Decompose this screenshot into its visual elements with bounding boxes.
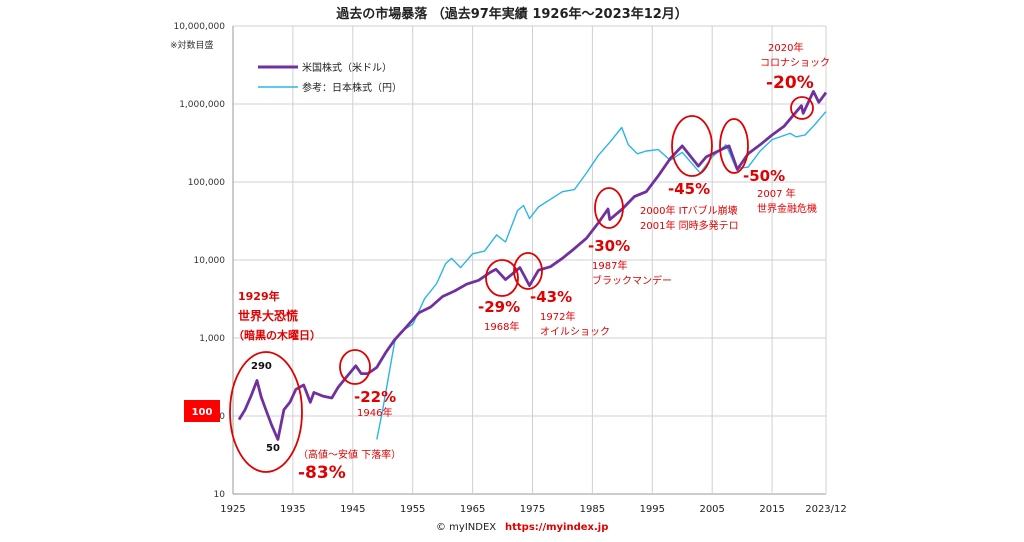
crash-annotations: 1929年 世界大恐慌 （暗黒の木曜日） 290 50 （高値～安値 下落率） … [233,41,830,483]
y-tick-label: 1,000 [199,334,225,344]
base-value-badge-label: 100 [192,407,213,418]
annotation-1987-name: ブラックマンデー [592,274,672,287]
annotation-1929-year: 1929年 [238,289,280,303]
annotation-2000-line2: 2001年 同時多発テロ [640,219,739,232]
chart-title: 過去の市場暴落 （過去97年実績 1926年～2023年12月） [335,6,688,22]
annotation-2008-year: 2007 年 [757,187,796,200]
annotation-2008-name: 世界金融危機 [757,202,817,215]
y-tick-label: 10,000 [194,256,226,266]
annotation-2000-line1: 2000年 ITバブル崩壊 [640,204,738,217]
circle-1987 [594,187,624,229]
circle-1929 [229,351,303,473]
x-tick-label: 1995 [640,504,665,515]
x-tick-label: 1975 [520,504,545,515]
x-tick-label: 1955 [400,504,425,515]
base-value-badge [184,400,220,422]
annotation-2020-drop: -20% [766,73,814,93]
x-tick-label: 1985 [580,504,605,515]
y-tick-label: 10 [214,490,226,500]
annotation-1929-drop: -83% [298,463,346,483]
annotation-1929-sub: （暗黒の木曜日） [233,328,321,342]
y-axis-tick-labels: 10 100 1,000 10,000 100,000 1,000,000 10,000,0… [173,22,225,500]
annotation-1972-name: オイルショック [540,326,610,338]
y-tick-label: 1,000,000 [179,100,225,110]
crash-highlight-circles [229,96,814,473]
annotation-2000-drop: -45% [668,180,710,198]
annotation-2020-year: 2020年 [768,41,803,54]
annotation-1932-trough: 50 [266,443,280,454]
x-tick-label: 2005 [699,504,724,515]
legend: 米国株式（米ドル） 参考：日本株式（円） [258,61,402,94]
log-scale-note: ※対数目盛 [170,39,214,51]
annotation-1972-year: 1972年 [540,310,575,323]
footer-copyright: © myINDEX [436,522,496,533]
x-tick-label: 2015 [759,504,784,515]
circle-1946 [339,349,371,385]
x-axis-tick-labels: 1925 1935 1945 1955 1965 1975 1985 1995 2005 2015… [220,504,847,515]
legend-label-us: 米国株式（米ドル） [302,61,392,74]
annotation-1968-drop: -29% [478,298,520,316]
x-tick-label: 1965 [460,504,485,515]
x-tick-label: 2023/12 [805,504,847,515]
annotation-drop-note: （高値～安値 下落率） [298,448,401,461]
annotation-1929-name: 世界大恐慌 [238,308,298,323]
annotation-1968-year: 1968年 [484,320,519,333]
circle-2008 [719,118,749,174]
annotation-1929-peak: 290 [251,361,272,372]
footer-url: https://myindex.jp [505,522,608,533]
gridlines [232,25,827,495]
legend-label-japan: 参考：日本株式（円） [302,81,402,94]
circle-1972 [513,252,543,290]
x-tick-label: 1945 [340,504,365,515]
series-line-japan-stocks [376,111,827,440]
annotation-2008-drop: -50% [743,167,785,185]
annotation-1972-drop: -43% [530,288,572,306]
circle-1968 [485,259,519,297]
x-tick-label: 1925 [220,504,245,515]
circle-2020 [790,96,814,120]
y-tick-label: 100,000 [188,178,225,188]
x-tick-label: 1935 [280,504,305,515]
annotation-1987-year: 1987年 [592,259,627,272]
annotation-1987-drop: -30% [588,237,630,255]
y-tick-label: 10,000,000 [173,22,225,32]
annotation-1946-year: 1946年 [357,406,392,419]
annotation-1946-drop: -22% [354,388,396,406]
annotation-2020-name: コロナショック [760,57,830,69]
circle-2000 [671,115,713,177]
